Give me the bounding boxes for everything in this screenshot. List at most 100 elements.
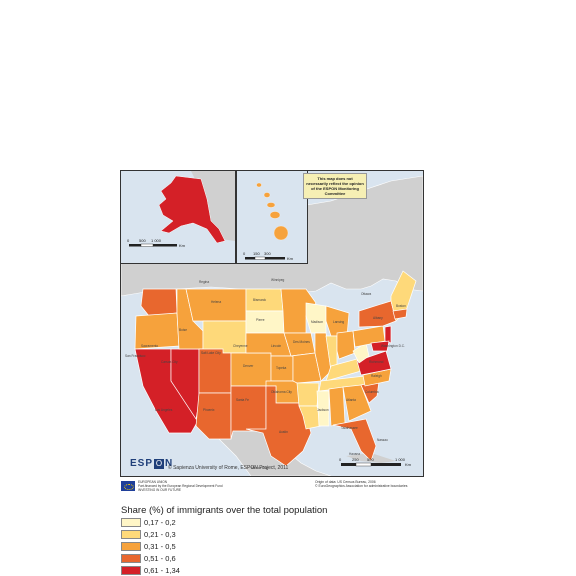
city-label: Mexico City [251, 466, 268, 470]
state-mississippi [316, 390, 330, 427]
city-label: Lansing [333, 320, 344, 324]
city-label: Denver [243, 364, 254, 368]
city-label: Jackson [317, 408, 329, 412]
legend-title: Share (%) of immigrants over the total p… [121, 505, 328, 516]
city-label: Austin [279, 430, 288, 434]
city-label: Topeka [276, 366, 287, 370]
eu-line: INVESTING IN OUR FUTURE [138, 488, 182, 492]
state-nebraska [245, 332, 292, 357]
city-labels: Regina Winnipeg Helena Bismarck Pierre B… [125, 278, 406, 470]
alaska-map: 0 500 1 000 Km [127, 171, 235, 248]
city-label: Columbia [365, 390, 379, 394]
scale-label: 300 [264, 251, 271, 256]
legend-item: 0,61 - 1,34 [121, 565, 180, 575]
legend-label: 0,61 - 1,34 [144, 565, 180, 575]
hawaii-inset: 0 150 300 Km [236, 170, 308, 264]
legend-item: 0,51 - 0,6 [121, 553, 176, 563]
legend-label: 0,51 - 0,6 [144, 553, 176, 563]
scale-label: 0 [243, 251, 246, 256]
city-label: Cheyenne [233, 344, 248, 348]
state-minnesota [280, 288, 317, 334]
legend-swatch [121, 529, 141, 539]
legend-label: 0,21 - 0,3 [144, 529, 176, 539]
scale-label: Km [179, 243, 186, 248]
state-washington [140, 288, 178, 317]
legend-item: 0,17 - 0,2 [121, 517, 176, 527]
state-alaska [158, 175, 226, 244]
city-label: Santa Fe [236, 398, 249, 402]
city-label: Salt Lake City [201, 351, 221, 355]
city-label: Winnipeg [271, 278, 285, 282]
city-label: San Francisco [125, 354, 146, 358]
hawaii-map: 0 150 300 Km [243, 182, 294, 261]
legend-label: 0,31 - 0,5 [144, 541, 176, 551]
city-label: Atlanta [346, 398, 356, 402]
city-label: Bismarck [253, 298, 267, 302]
state-texas [245, 385, 312, 467]
main-scale-bar: 0 250 500 1 000 Km [339, 457, 412, 467]
state-maryland [370, 340, 390, 352]
logo-box: O [154, 458, 165, 469]
legend-swatch [121, 517, 141, 527]
state-wyoming [202, 320, 247, 354]
city-label: Los Angeles [155, 408, 173, 412]
origin-line: Origin of data: US Census Bureau, 2006 [315, 480, 376, 484]
scale-label: Km [405, 462, 412, 467]
state-utah [198, 348, 232, 394]
city-label: Regina [199, 280, 209, 284]
city-label: Boston [396, 304, 406, 308]
disclaimer-box: This map does not necessarily reflect th… [303, 173, 367, 199]
legend-swatch [121, 565, 141, 575]
logo-text-prefix: ESP [130, 458, 154, 469]
state-massachusetts [392, 308, 408, 320]
city-label: Boise [179, 328, 187, 332]
scale-label: 150 [253, 251, 260, 256]
legend-item: 0,21 - 0,3 [121, 529, 176, 539]
state-ohio [336, 330, 356, 360]
state-arkansas [296, 382, 320, 407]
state-florida [332, 418, 377, 462]
scale-label: 0 [339, 457, 342, 462]
state-montana [185, 288, 247, 322]
espon-logo: ESP O N [130, 458, 173, 469]
state-virginia [356, 350, 392, 376]
city-label: Richmond [369, 360, 384, 364]
city-label: Nassau [377, 438, 388, 442]
legend-label: 0,17 - 0,2 [144, 517, 176, 527]
copyright-text: © Sapienza University of Rome, ESPON Pro… [168, 465, 289, 471]
city-label: Tallahassee [341, 426, 358, 430]
legend-swatch [121, 541, 141, 551]
city-label: Sacramento [141, 344, 158, 348]
map-footer: EUROPEAN UNION Part-financed by the Euro… [120, 478, 424, 492]
state-louisiana [298, 405, 322, 430]
city-label: Raleigh [371, 374, 382, 378]
scale-label: 1 000 [395, 457, 406, 462]
scale-label: 1 000 [151, 238, 162, 243]
state-arizona [195, 392, 232, 440]
data-origin-text: Origin of data: US Census Bureau, 2006 ©… [315, 480, 425, 488]
city-label: Madison [311, 320, 323, 324]
scale-label: Km [287, 256, 294, 261]
legend-swatch [121, 553, 141, 563]
state-south-dakota [245, 310, 285, 334]
city-label: Phoenix [203, 408, 215, 412]
city-label: Ottawa [361, 292, 371, 296]
eu-line: EUROPEAN UNION [138, 480, 168, 484]
state-new-jersey [384, 325, 392, 344]
city-label: Albany [373, 316, 383, 320]
city-label: Washington D.C. [381, 344, 405, 348]
state-colorado [230, 352, 272, 387]
city-label: Havana [349, 452, 360, 456]
state-alabama [328, 386, 346, 427]
city-label: Lincoln [271, 344, 281, 348]
scale-label: 500 [139, 238, 146, 243]
us-states [134, 270, 417, 467]
city-label: Des Moines [293, 340, 310, 344]
state-hawaii [256, 182, 289, 241]
state-new-mexico [230, 385, 267, 440]
eu-funding-text: EUROPEAN UNION Part-financed by the Euro… [138, 480, 268, 492]
scale-label: 0 [127, 238, 130, 243]
origin-line: © EuroGeographics Association for admini… [315, 484, 408, 489]
city-label: Carson City [161, 360, 178, 364]
city-label: Pierre [256, 318, 265, 322]
